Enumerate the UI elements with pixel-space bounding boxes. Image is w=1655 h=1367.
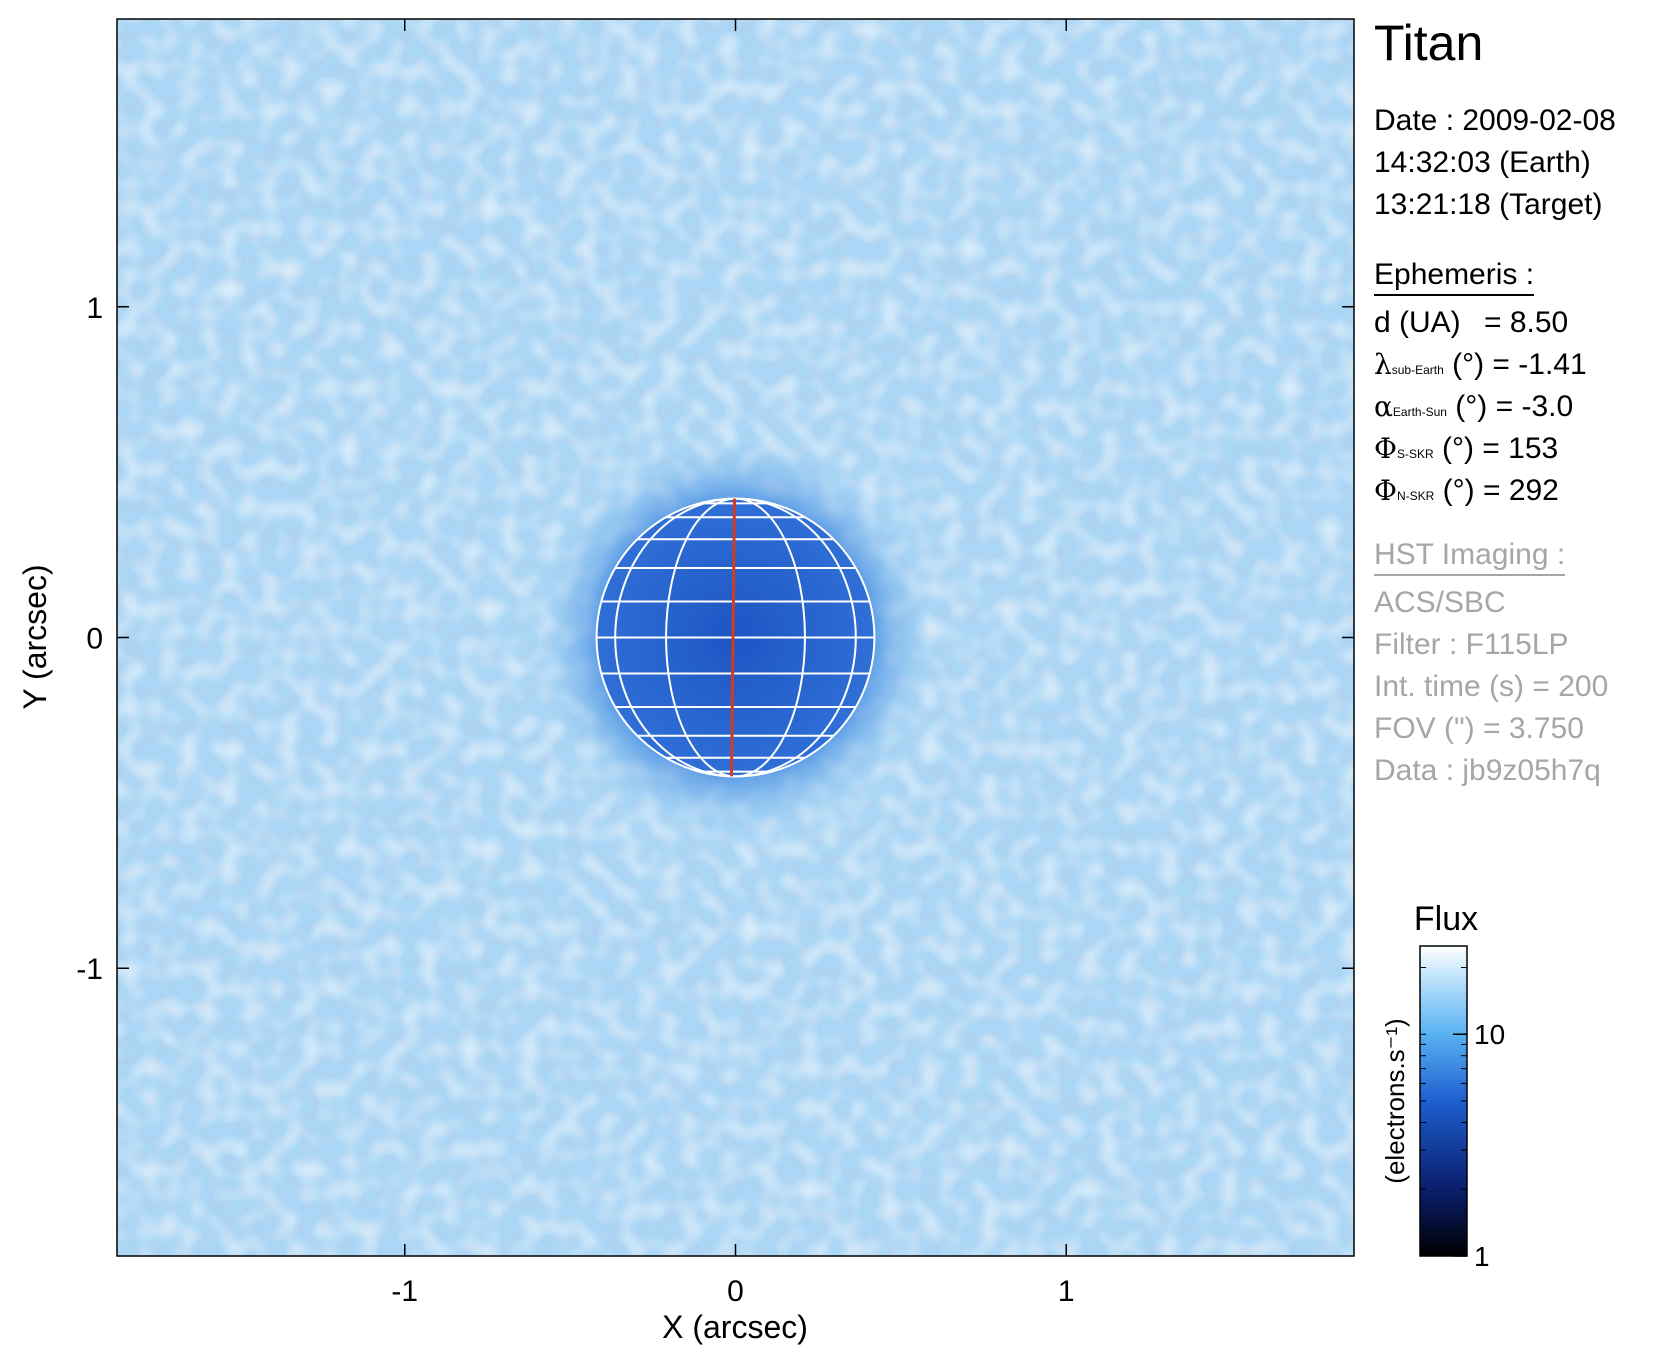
- earth-time-line: 14:32:03 (Earth): [1374, 146, 1591, 179]
- ephemeris-subscript: S-SKR: [1396, 447, 1434, 461]
- plot-area: [117, 19, 1354, 1256]
- ephemeris-label: λsub-Earth (°): [1374, 348, 1485, 381]
- colorbar-title: Flux: [1414, 900, 1478, 938]
- date-line: Date : 2009-02-08: [1374, 104, 1616, 137]
- planet-limb: [595, 497, 876, 778]
- ephemeris-rows: d (UA) = 8.50 λsub-Earth (°) = -1.41 αEart…: [1374, 302, 1587, 512]
- ephemeris-symbol: Φ: [1374, 432, 1397, 465]
- ephemeris-label: ΦS-SKR (°): [1374, 432, 1474, 465]
- ephemeris-subscript: sub-Earth: [1391, 363, 1444, 377]
- ephemeris-header: Ephemeris :: [1374, 258, 1535, 296]
- hst-line: ACS/SBC: [1374, 586, 1506, 619]
- hst-line: FOV (") = 3.750: [1374, 712, 1584, 745]
- ephemeris-block: Ephemeris : d (UA) = 8.50 λsub-Earth (°) …: [1374, 254, 1587, 512]
- hst-header: HST Imaging :: [1374, 538, 1566, 576]
- ephemeris-label: ΦN-SKR (°): [1374, 474, 1475, 507]
- colorbar-label: (electrons.s⁻¹): [1380, 1018, 1410, 1183]
- x-axis-label: X (arcsec): [662, 1309, 808, 1345]
- ephemeris-value: = -3.0: [1487, 390, 1574, 423]
- ephemeris-symbol: Φ: [1374, 474, 1397, 507]
- ephemeris-value: = 8.50: [1484, 306, 1569, 339]
- colorbar-ticks: 1 10: [1420, 966, 1505, 1272]
- hst-line: Data : jb9z05h7q: [1374, 754, 1601, 787]
- colorbar-gradient: [1419, 945, 1468, 1257]
- target-name: Titan: [1374, 15, 1484, 71]
- ephemeris-row: λsub-Earth (°) = -1.41: [1374, 344, 1587, 386]
- y-tick-label: -1: [76, 953, 103, 986]
- target-time-line: 13:21:18 (Target): [1374, 188, 1603, 221]
- y-tick-label: 1: [86, 292, 103, 325]
- ephemeris-label: d (UA): [1374, 306, 1461, 339]
- x-tick-label: 0: [727, 1275, 744, 1308]
- ephemeris-label: αEarth-Sun (°): [1374, 390, 1488, 423]
- ephemeris-value: = -1.41: [1484, 348, 1587, 381]
- colorbar-tick-label: 10: [1474, 1019, 1505, 1050]
- x-tick-label: -1: [391, 1275, 418, 1308]
- axes: -1 0 1 -1 0 1: [76, 19, 1354, 1308]
- hst-line: Int. time (s) = 200: [1374, 670, 1609, 703]
- y-axis-label: Y (arcsec): [17, 564, 53, 709]
- ephemeris-symbol: λ: [1374, 348, 1392, 381]
- ephemeris-row: ΦN-SKR (°) = 292: [1374, 470, 1587, 512]
- ephemeris-subscript: N-SKR: [1396, 489, 1435, 503]
- hst-imaging-block: HST Imaging : ACS/SBC Filter : F115LP Int.…: [1374, 534, 1608, 792]
- x-tick-label: 1: [1058, 1275, 1075, 1308]
- ephemeris-row: d (UA) = 8.50: [1374, 302, 1587, 344]
- ephemeris-value: = 153: [1473, 432, 1559, 465]
- y-tick-label: 0: [86, 623, 103, 656]
- ephemeris-row: ΦS-SKR (°) = 153: [1374, 428, 1587, 470]
- central-meridian: [730, 498, 736, 777]
- hst-line: Filter : F115LP: [1374, 628, 1569, 661]
- hst-lines: ACS/SBC Filter : F115LP Int. time (s) = 20…: [1374, 582, 1608, 792]
- planet-disk: [595, 497, 876, 778]
- ephemeris-subscript: Earth-Sun: [1392, 405, 1447, 419]
- date-block: Date : 2009-02-08 14:32:03 (Earth) 13:21…: [1374, 100, 1616, 226]
- colorbar-tick-label: 1: [1474, 1241, 1490, 1272]
- ephemeris-symbol: α: [1374, 390, 1393, 423]
- ephemeris-value: = 292: [1474, 474, 1559, 507]
- colorbar: Flux 1 10 (electrons.s⁻¹): [1380, 900, 1505, 1272]
- ephemeris-row: αEarth-Sun (°) = -3.0: [1374, 386, 1587, 428]
